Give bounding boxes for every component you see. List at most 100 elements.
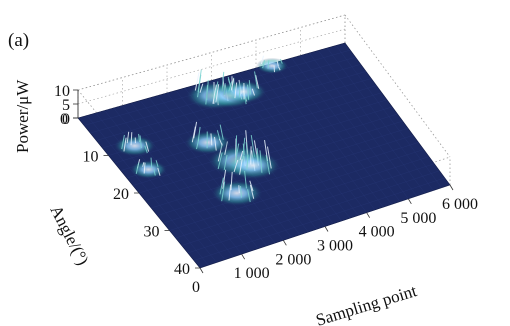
x-tick xyxy=(366,212,371,218)
power-peak xyxy=(153,169,156,176)
power-peak xyxy=(217,152,223,170)
surface-mesh-line xyxy=(114,85,377,164)
power-glow xyxy=(113,135,156,157)
power-peak xyxy=(276,60,279,67)
x-tick xyxy=(199,267,204,274)
power-peak xyxy=(191,126,196,143)
power-peak xyxy=(265,155,271,175)
power-peak xyxy=(139,135,142,149)
y-tick-label: 40 xyxy=(174,261,190,278)
y-axis-label: Angle/(°) xyxy=(46,202,92,268)
power-peak xyxy=(214,136,217,151)
power-glow xyxy=(129,160,168,179)
power-peak xyxy=(215,84,220,103)
power-peak xyxy=(219,124,224,140)
power-peak xyxy=(145,141,150,152)
power-peak xyxy=(144,145,148,154)
power-peak xyxy=(121,134,125,150)
power-peak xyxy=(222,169,227,189)
z-tick-label: 10 xyxy=(54,83,70,100)
z-axis-label: Power/μW xyxy=(13,79,32,153)
power-peak xyxy=(251,88,255,96)
power-peak xyxy=(246,154,249,170)
power-peak xyxy=(239,150,244,161)
power-glow xyxy=(211,180,263,207)
power-peak xyxy=(242,137,246,161)
surface-mesh-line xyxy=(175,156,430,239)
x-tick-label: 3 000 xyxy=(317,238,353,255)
power-glow xyxy=(184,130,232,155)
power-peak xyxy=(256,148,259,162)
power-peak xyxy=(216,130,221,140)
y-tick-label: 0 xyxy=(60,111,68,128)
power-peak xyxy=(249,184,255,199)
power-peak xyxy=(197,126,201,142)
power-peak xyxy=(278,66,281,71)
power-peak xyxy=(249,180,254,192)
power-peak xyxy=(135,162,140,174)
power-peak xyxy=(239,158,243,175)
power-peak xyxy=(218,138,223,146)
power-peak xyxy=(234,82,238,99)
power-peak xyxy=(126,131,130,144)
surface-mesh-line xyxy=(193,177,445,261)
power-peak xyxy=(230,171,233,191)
power-peak xyxy=(221,181,226,202)
surface-mesh-line xyxy=(163,142,419,224)
x-tick xyxy=(241,253,246,260)
x-tick-label: 1 000 xyxy=(234,265,270,282)
power-peak xyxy=(238,88,241,98)
power-peak xyxy=(157,167,161,176)
x-tick-label: 0 xyxy=(192,279,200,296)
panel-label: (a) xyxy=(8,30,30,51)
power-peak xyxy=(228,184,232,201)
power-peak xyxy=(212,84,217,104)
surface-mesh-line xyxy=(157,135,414,216)
power-peak xyxy=(150,157,153,169)
surface-mesh-line xyxy=(126,99,388,179)
y-tick-label: 30 xyxy=(144,224,160,241)
power-peak xyxy=(228,81,233,92)
x-tick-label: 6 000 xyxy=(442,196,478,213)
power-peak xyxy=(210,133,213,146)
x-tick xyxy=(449,184,454,191)
power-peak xyxy=(255,75,260,89)
power-peak xyxy=(233,159,239,173)
power-peak xyxy=(254,71,258,89)
power-peak xyxy=(199,83,204,93)
feature-layer xyxy=(113,55,289,207)
x-axis-label: Sampling point xyxy=(314,281,420,326)
tick-layer: 0 1 000 2 000 3 000 4 000 5 000 6 000 0 10 20 30 40… xyxy=(54,83,478,296)
power-peak xyxy=(240,185,242,198)
power-peak xyxy=(248,79,252,95)
power-peak xyxy=(138,133,141,143)
power-peak xyxy=(259,150,263,173)
surface-mesh-line xyxy=(132,106,393,186)
power-peak xyxy=(130,132,133,146)
x-tick-label: 4 000 xyxy=(359,224,395,241)
power-peak xyxy=(247,84,250,100)
power-peak xyxy=(123,137,127,152)
box-edge xyxy=(344,14,451,158)
power-glow xyxy=(255,57,289,74)
power-peak xyxy=(230,78,235,91)
z-tick-label: 5 xyxy=(62,97,70,114)
power-peak xyxy=(142,162,145,167)
power-peak xyxy=(219,177,224,195)
power-glow xyxy=(219,79,267,104)
power-peak xyxy=(267,60,270,69)
power-glow xyxy=(224,151,281,180)
x-tick-label: 5 000 xyxy=(400,210,436,227)
surface-mesh-line xyxy=(120,92,382,171)
power-peak xyxy=(197,69,202,92)
power-peak xyxy=(155,160,159,168)
surface-mesh-line xyxy=(102,71,367,149)
power-peak xyxy=(214,81,219,99)
power-peak xyxy=(143,162,146,174)
x-tick xyxy=(324,226,329,232)
power-peak xyxy=(247,189,251,203)
power-peak xyxy=(279,58,283,64)
x-tick-label: 2 000 xyxy=(275,251,311,268)
power-peak xyxy=(266,146,272,169)
surface-mesh-line xyxy=(181,163,435,246)
